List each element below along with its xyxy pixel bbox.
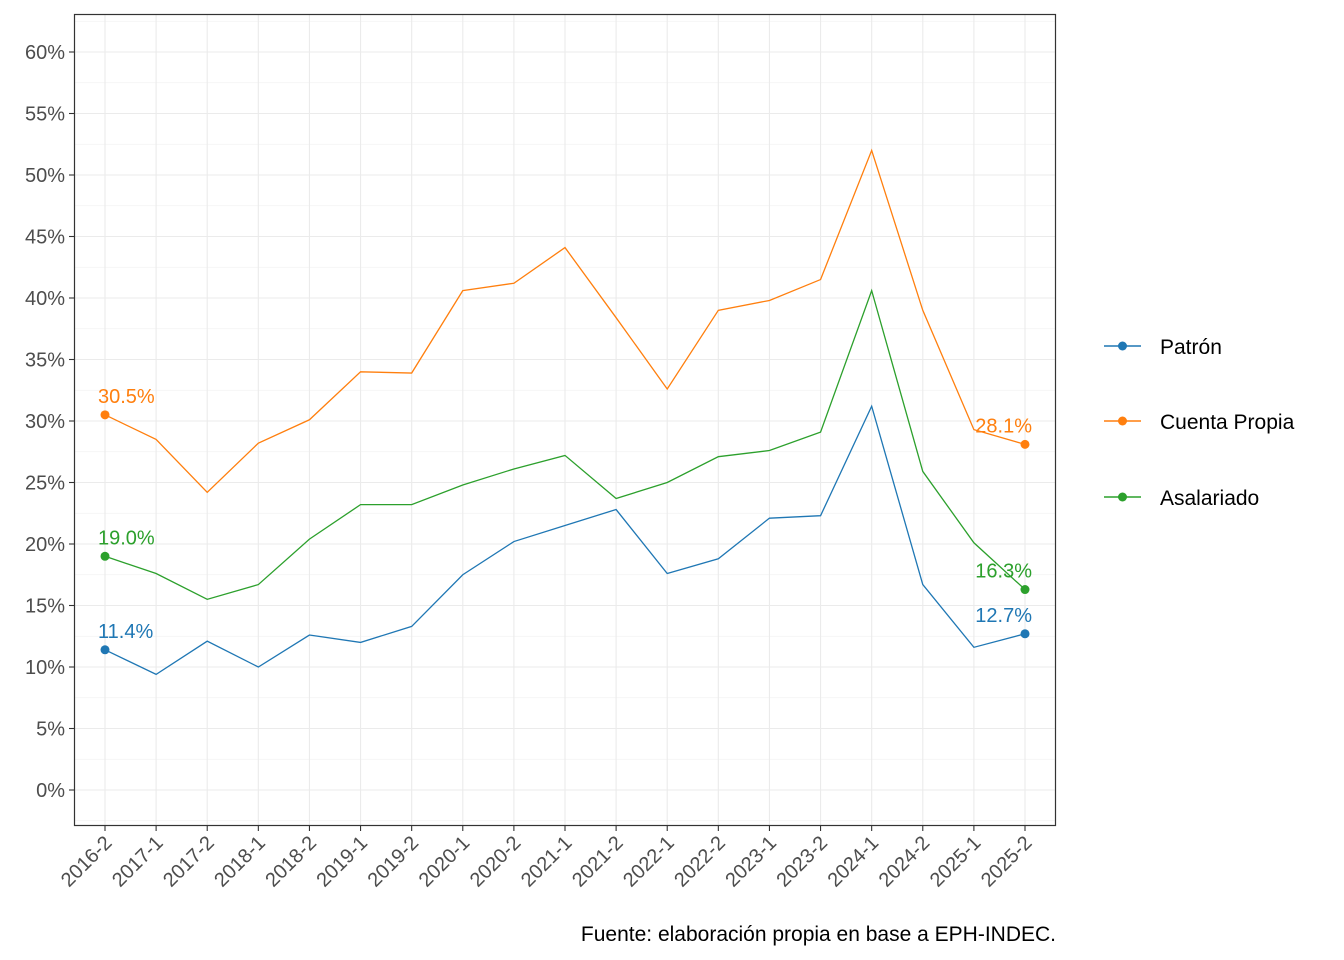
x-tick-label: 2022-1 [619, 832, 679, 892]
y-tick-label: 10% [25, 657, 65, 679]
y-tick-label: 60% [25, 42, 65, 64]
x-tick-label: 2020-2 [466, 832, 526, 892]
x-tick-label: 2018-2 [261, 832, 321, 892]
plot-border [73, 13, 1057, 827]
data-point-patr-n [100, 645, 110, 655]
x-tick-label: 2019-2 [364, 832, 424, 892]
grid [74, 14, 1056, 826]
y-tick-label: 0% [36, 780, 65, 802]
y-tick-label: 20% [25, 534, 65, 556]
data-point-asalariado [1020, 585, 1030, 595]
y-tick-label: 45% [25, 227, 65, 249]
x-tick-label: 2018-1 [210, 832, 270, 892]
data-point-cuenta-propia [1020, 439, 1030, 449]
data-label-cuenta-propia: 30.5% [98, 386, 155, 408]
y-tick-label: 40% [25, 288, 65, 310]
x-tick-label: 2021-1 [517, 832, 577, 892]
x-tick-label: 2024-2 [875, 832, 935, 892]
legend-label-patr-n: Patrón [1160, 336, 1222, 359]
data-label-cuenta-propia: 28.1% [975, 415, 1032, 437]
y-tick-label: 15% [25, 596, 65, 618]
y-tick-label: 5% [36, 719, 65, 741]
x-tick-label: 2023-2 [772, 832, 832, 892]
legend: Patrón Cuenta Propia Asalariado [1104, 336, 1295, 510]
x-tick-label: 2020-1 [415, 832, 475, 892]
series-line-cuenta-propia [104, 148, 1026, 494]
series-lines: 11.4% 12.7% 30.5% 28.1% 19.0% 16.3% [98, 148, 1032, 676]
y-tick-label: 25% [25, 473, 65, 495]
data-label-asalariado: 19.0% [98, 527, 155, 549]
y-tick-label: 30% [25, 411, 65, 433]
caption: Fuente: elaboración propia en base a EPH… [581, 923, 1056, 946]
x-tick-label: 2025-2 [977, 832, 1037, 892]
x-tick-label: 2023-1 [721, 832, 781, 892]
x-tick-label: 2021-2 [568, 832, 628, 892]
x-tick-label: 2025-1 [926, 832, 986, 892]
x-tick-label: 2024-1 [824, 832, 884, 892]
x-tick-label: 2022-2 [670, 832, 730, 892]
legend-label-asalariado: Asalariado [1160, 487, 1259, 510]
data-point-asalariado [100, 551, 110, 561]
data-label-patr-n: 11.4% [98, 621, 153, 643]
data-label-asalariado: 16.3% [975, 561, 1032, 583]
legend-marker-cuenta-propia [1118, 416, 1127, 426]
data-label-patr-n: 12.7% [975, 605, 1032, 627]
legend-label-cuenta-propia: Cuenta Propia [1160, 411, 1295, 434]
legend-marker-asalariado [1118, 492, 1127, 502]
series-line-asalariado [104, 288, 1026, 601]
y-tick-label: 55% [25, 104, 65, 126]
series-line-patr-n [104, 404, 1026, 676]
legend-marker-patr-n [1118, 341, 1127, 351]
data-point-cuenta-propia [100, 410, 110, 420]
y-tick-label: 50% [25, 165, 65, 187]
x-tick-label: 2016-2 [57, 832, 117, 892]
data-point-patr-n [1020, 629, 1030, 639]
y-tick-label: 35% [25, 350, 65, 372]
x-tick-label: 2017-2 [159, 832, 219, 892]
x-tick-label: 2019-1 [312, 832, 372, 892]
x-tick-label: 2017-1 [108, 832, 168, 892]
